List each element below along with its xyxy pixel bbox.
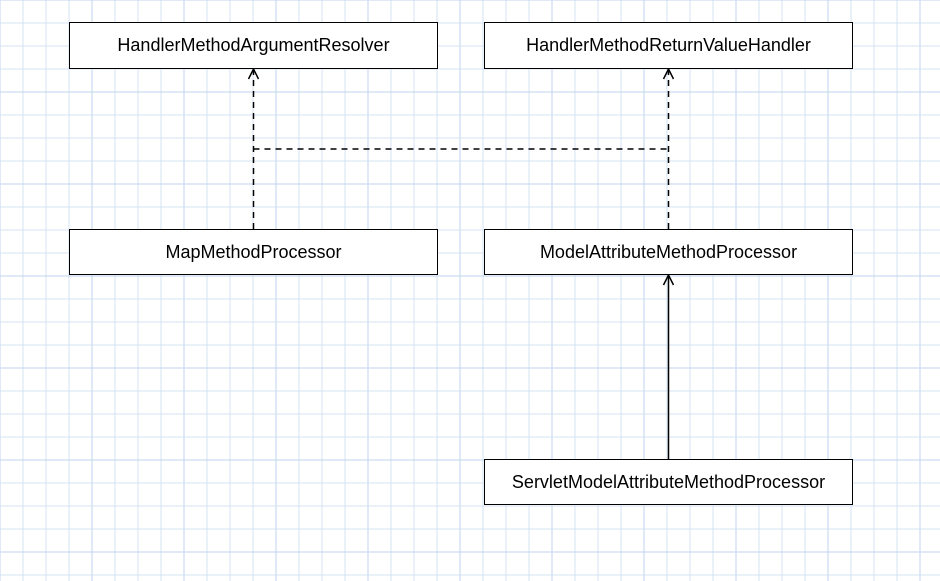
node-servlet-model-attribute-method-processor: ServletModelAttributeMethodProcessor xyxy=(484,459,853,505)
node-handler-method-return-value-handler: HandlerMethodReturnValueHandler xyxy=(484,22,853,69)
node-label: ServletModelAttributeMethodProcessor xyxy=(512,472,825,493)
node-label: ModelAttributeMethodProcessor xyxy=(540,242,797,263)
node-label: HandlerMethodReturnValueHandler xyxy=(526,35,811,56)
node-label: MapMethodProcessor xyxy=(165,242,341,263)
node-label: HandlerMethodArgumentResolver xyxy=(117,35,389,56)
node-map-method-processor: MapMethodProcessor xyxy=(69,229,438,275)
node-handler-method-argument-resolver: HandlerMethodArgumentResolver xyxy=(69,22,438,69)
node-model-attribute-method-processor: ModelAttributeMethodProcessor xyxy=(484,229,853,275)
